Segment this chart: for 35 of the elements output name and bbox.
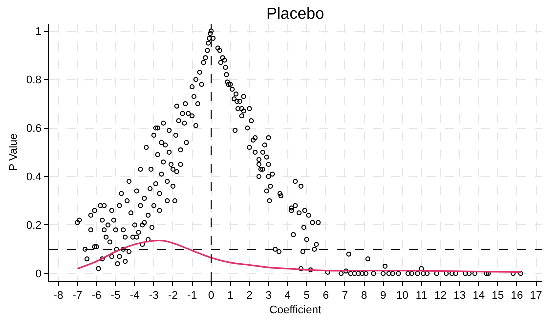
x-tick-label: 16 <box>511 290 524 302</box>
x-tick-label: 5 <box>304 290 310 302</box>
y-tick-label: 0.4 <box>26 172 42 184</box>
x-tick-label: 0 <box>208 290 214 302</box>
y-tick-label: 0 <box>36 268 42 281</box>
y-tick-label: 1 <box>36 26 42 38</box>
x-tick-label: -2 <box>168 290 178 302</box>
y-tick-label: 0.6 <box>26 123 42 136</box>
x-tick-label: 13 <box>454 290 466 302</box>
x-tick-label: -4 <box>130 290 140 302</box>
x-tick-label: 14 <box>472 290 486 302</box>
x-tick-label: 17 <box>530 290 542 302</box>
x-axis-title: Coefficient <box>270 304 322 316</box>
x-tick-label: 12 <box>434 290 447 302</box>
x-tick-label: 4 <box>284 290 291 302</box>
y-tick-label: 0.8 <box>26 74 42 87</box>
x-tick-label: -1 <box>187 290 198 302</box>
x-tick-label: -3 <box>149 290 159 302</box>
x-tick-label: 10 <box>396 290 409 302</box>
x-tick-label: 7 <box>342 290 348 302</box>
x-tick-label: 15 <box>492 290 504 302</box>
chart-title: Placebo <box>266 6 325 24</box>
y-tick-label: 0.2 <box>26 220 42 232</box>
y-axis-title: P Value <box>8 134 20 172</box>
x-tick-label: 1 <box>227 290 234 302</box>
x-tick-label: -7 <box>72 290 83 302</box>
x-tick-label: -6 <box>92 290 102 302</box>
x-tick-label: 8 <box>361 290 368 302</box>
x-tick-label: -5 <box>110 290 121 302</box>
x-tick-label: 11 <box>416 290 428 302</box>
x-tick-label: -8 <box>54 290 64 302</box>
x-tick-label: 9 <box>380 290 386 302</box>
x-tick-label: 6 <box>323 290 330 302</box>
x-tick-label: 2 <box>246 290 253 302</box>
x-tick-label: 3 <box>266 290 272 302</box>
